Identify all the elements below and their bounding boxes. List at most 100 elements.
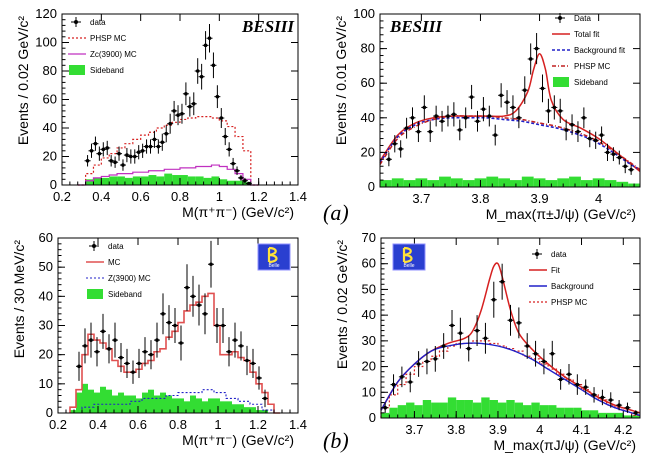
data-point (196, 284, 202, 326)
besiii-logo: BESIII (389, 17, 443, 36)
y-axis-label: Events / 0.02 GeV/c² (334, 240, 350, 370)
sideband-bar (184, 401, 190, 413)
data-marker (558, 377, 563, 382)
data-point (96, 146, 103, 161)
data-point (112, 156, 119, 168)
data-marker (239, 344, 243, 348)
data-marker (95, 349, 99, 354)
data-marker (387, 157, 391, 162)
data-marker (540, 86, 545, 91)
x-tick-label: 1 (216, 189, 223, 204)
legend-key-sideband (87, 289, 103, 299)
data-marker (567, 372, 571, 377)
sideband-bar (381, 412, 390, 418)
data-marker (247, 181, 251, 186)
data-point (440, 333, 447, 359)
data-point (139, 143, 146, 158)
data-point (88, 143, 95, 158)
data-point (182, 82, 189, 106)
sideband-bar (211, 176, 220, 185)
data-marker (239, 176, 243, 180)
data-point (624, 402, 631, 413)
data-point (592, 131, 599, 149)
data-point (148, 340, 154, 370)
data-marker (408, 380, 413, 384)
data-point (92, 136, 99, 151)
data-marker (125, 361, 129, 366)
x-tick-label: 3.7 (412, 191, 430, 206)
data-point (474, 315, 481, 346)
data-point (490, 281, 497, 318)
data-marker (167, 320, 171, 325)
data-point (124, 348, 130, 378)
data-marker (227, 349, 231, 354)
data-marker (508, 318, 513, 323)
data-marker (542, 359, 546, 364)
data-point (598, 126, 605, 144)
data-marker (422, 105, 427, 110)
data-marker (525, 344, 530, 348)
data-marker (109, 158, 113, 163)
y-axis-label: Events / 0.02 GeV/c² (15, 16, 31, 146)
data-marker (434, 114, 438, 118)
belle-logo-glyph (402, 246, 413, 264)
legend-label-data: data (551, 250, 567, 259)
legend-key-sideband (69, 65, 85, 75)
sideband-bar (154, 395, 160, 413)
data-point (524, 333, 531, 359)
data-point (151, 130, 158, 148)
data-marker (168, 121, 172, 126)
data-marker (528, 57, 533, 61)
data-point (159, 133, 166, 151)
data-point (171, 100, 178, 121)
data-point (154, 322, 160, 358)
x-axis-label: M(π⁺π⁻) (GeV/c²) (182, 432, 294, 448)
data-point (486, 105, 493, 127)
data-marker (203, 43, 208, 48)
x-axis-label: M_max(π±J/ψ) (GeV/c²) (486, 206, 636, 222)
data-point (214, 308, 220, 343)
x-tick-label: 1.4 (289, 417, 307, 432)
plot-frame (379, 13, 641, 188)
data-marker (534, 46, 539, 51)
data-marker (173, 323, 177, 328)
data-marker (428, 129, 433, 134)
data-point (557, 98, 564, 123)
data-point (421, 95, 428, 120)
data-point (515, 307, 522, 339)
data-marker (558, 109, 563, 113)
sideband-bar (219, 179, 228, 185)
data-marker (233, 338, 237, 342)
data-marker (623, 164, 628, 169)
y-tick-label: 60 (361, 75, 375, 90)
data-marker (425, 359, 429, 364)
sideband-bar (220, 401, 226, 413)
data-point (415, 351, 422, 377)
data-marker (450, 323, 454, 328)
data-point (427, 121, 434, 143)
data-marker (184, 92, 188, 96)
x-tick-label: 3.7 (405, 422, 423, 437)
series-total-fit-curve (379, 53, 641, 173)
legend-key-data-dot (535, 252, 539, 256)
y-tick-label: 20 (43, 149, 57, 164)
data-point (222, 128, 229, 146)
sideband-bar (166, 395, 172, 413)
sideband-bar (106, 389, 112, 413)
plot-frame (380, 237, 641, 419)
y-tick-label: 40 (362, 307, 376, 322)
series-phsp-mc-histogram (77, 116, 259, 186)
data-marker (605, 150, 610, 155)
data-point (515, 107, 522, 129)
sideband-bar (623, 415, 632, 418)
sideband-bar (124, 177, 133, 185)
data-point (194, 58, 201, 84)
data-point (256, 366, 262, 390)
data-point (119, 159, 126, 171)
data-point (423, 348, 430, 375)
data-marker (608, 398, 613, 402)
data-marker (546, 109, 551, 113)
legend-label-mc: MC (108, 258, 121, 267)
data-point (432, 346, 439, 372)
